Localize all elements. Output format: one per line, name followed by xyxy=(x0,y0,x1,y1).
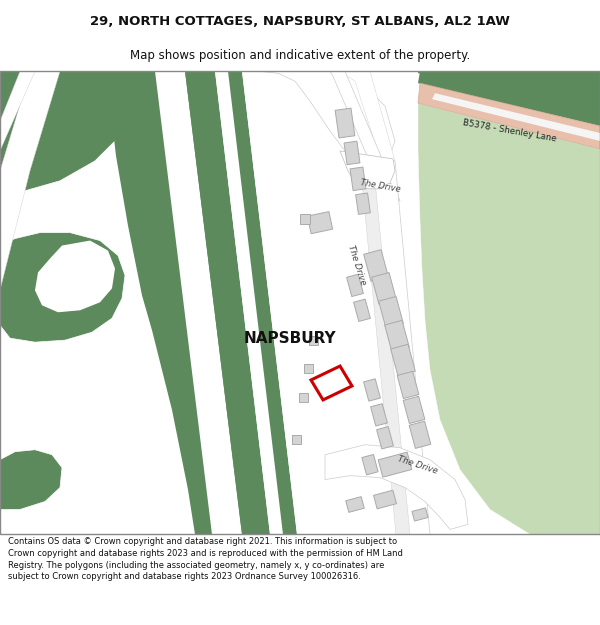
Polygon shape xyxy=(0,71,60,291)
Text: The Drive: The Drive xyxy=(359,178,401,194)
Polygon shape xyxy=(397,371,419,399)
Polygon shape xyxy=(308,336,317,344)
Bar xyxy=(0,71,600,534)
Polygon shape xyxy=(307,212,332,234)
Polygon shape xyxy=(364,379,380,401)
Polygon shape xyxy=(228,71,297,534)
Polygon shape xyxy=(155,71,242,534)
Polygon shape xyxy=(0,232,125,342)
Polygon shape xyxy=(364,249,388,281)
Polygon shape xyxy=(335,108,355,138)
Polygon shape xyxy=(371,272,397,304)
Polygon shape xyxy=(412,508,428,521)
Polygon shape xyxy=(350,167,366,191)
Polygon shape xyxy=(300,214,310,224)
Polygon shape xyxy=(370,161,430,534)
Polygon shape xyxy=(0,71,155,191)
Text: The Drive: The Drive xyxy=(397,454,439,476)
Polygon shape xyxy=(391,344,415,376)
Polygon shape xyxy=(353,299,370,321)
Polygon shape xyxy=(0,71,35,151)
Polygon shape xyxy=(418,71,600,126)
Text: The Drive: The Drive xyxy=(346,244,368,287)
Polygon shape xyxy=(379,296,403,328)
Polygon shape xyxy=(304,364,313,372)
Polygon shape xyxy=(330,71,400,205)
Text: 29, NORTH COTTAGES, NAPSBURY, ST ALBANS, AL2 1AW: 29, NORTH COTTAGES, NAPSBURY, ST ALBANS,… xyxy=(90,15,510,28)
Polygon shape xyxy=(258,71,395,166)
Polygon shape xyxy=(340,71,395,165)
Polygon shape xyxy=(340,151,395,189)
Polygon shape xyxy=(356,193,370,214)
Polygon shape xyxy=(385,321,409,352)
Polygon shape xyxy=(409,421,431,448)
Polygon shape xyxy=(112,71,242,534)
Polygon shape xyxy=(418,103,600,534)
Polygon shape xyxy=(418,83,600,149)
Polygon shape xyxy=(185,71,270,534)
Polygon shape xyxy=(432,93,600,141)
Polygon shape xyxy=(346,497,364,512)
Polygon shape xyxy=(325,445,468,529)
Text: B5378 - Shenley Lane: B5378 - Shenley Lane xyxy=(463,118,557,144)
Polygon shape xyxy=(0,450,62,509)
Polygon shape xyxy=(418,71,600,83)
Polygon shape xyxy=(35,241,115,312)
Polygon shape xyxy=(344,141,360,164)
Polygon shape xyxy=(374,490,397,509)
Polygon shape xyxy=(360,161,410,534)
Polygon shape xyxy=(362,454,378,475)
Text: Map shows position and indicative extent of the property.: Map shows position and indicative extent… xyxy=(130,49,470,62)
Polygon shape xyxy=(292,435,301,444)
Polygon shape xyxy=(215,71,283,534)
Polygon shape xyxy=(242,71,313,534)
Polygon shape xyxy=(299,394,308,402)
Polygon shape xyxy=(377,427,394,449)
Text: NAPSBURY: NAPSBURY xyxy=(244,331,337,346)
Text: Contains OS data © Crown copyright and database right 2021. This information is : Contains OS data © Crown copyright and d… xyxy=(8,537,403,581)
Polygon shape xyxy=(371,404,388,426)
Polygon shape xyxy=(378,452,412,477)
Polygon shape xyxy=(347,274,364,296)
Polygon shape xyxy=(403,396,425,424)
